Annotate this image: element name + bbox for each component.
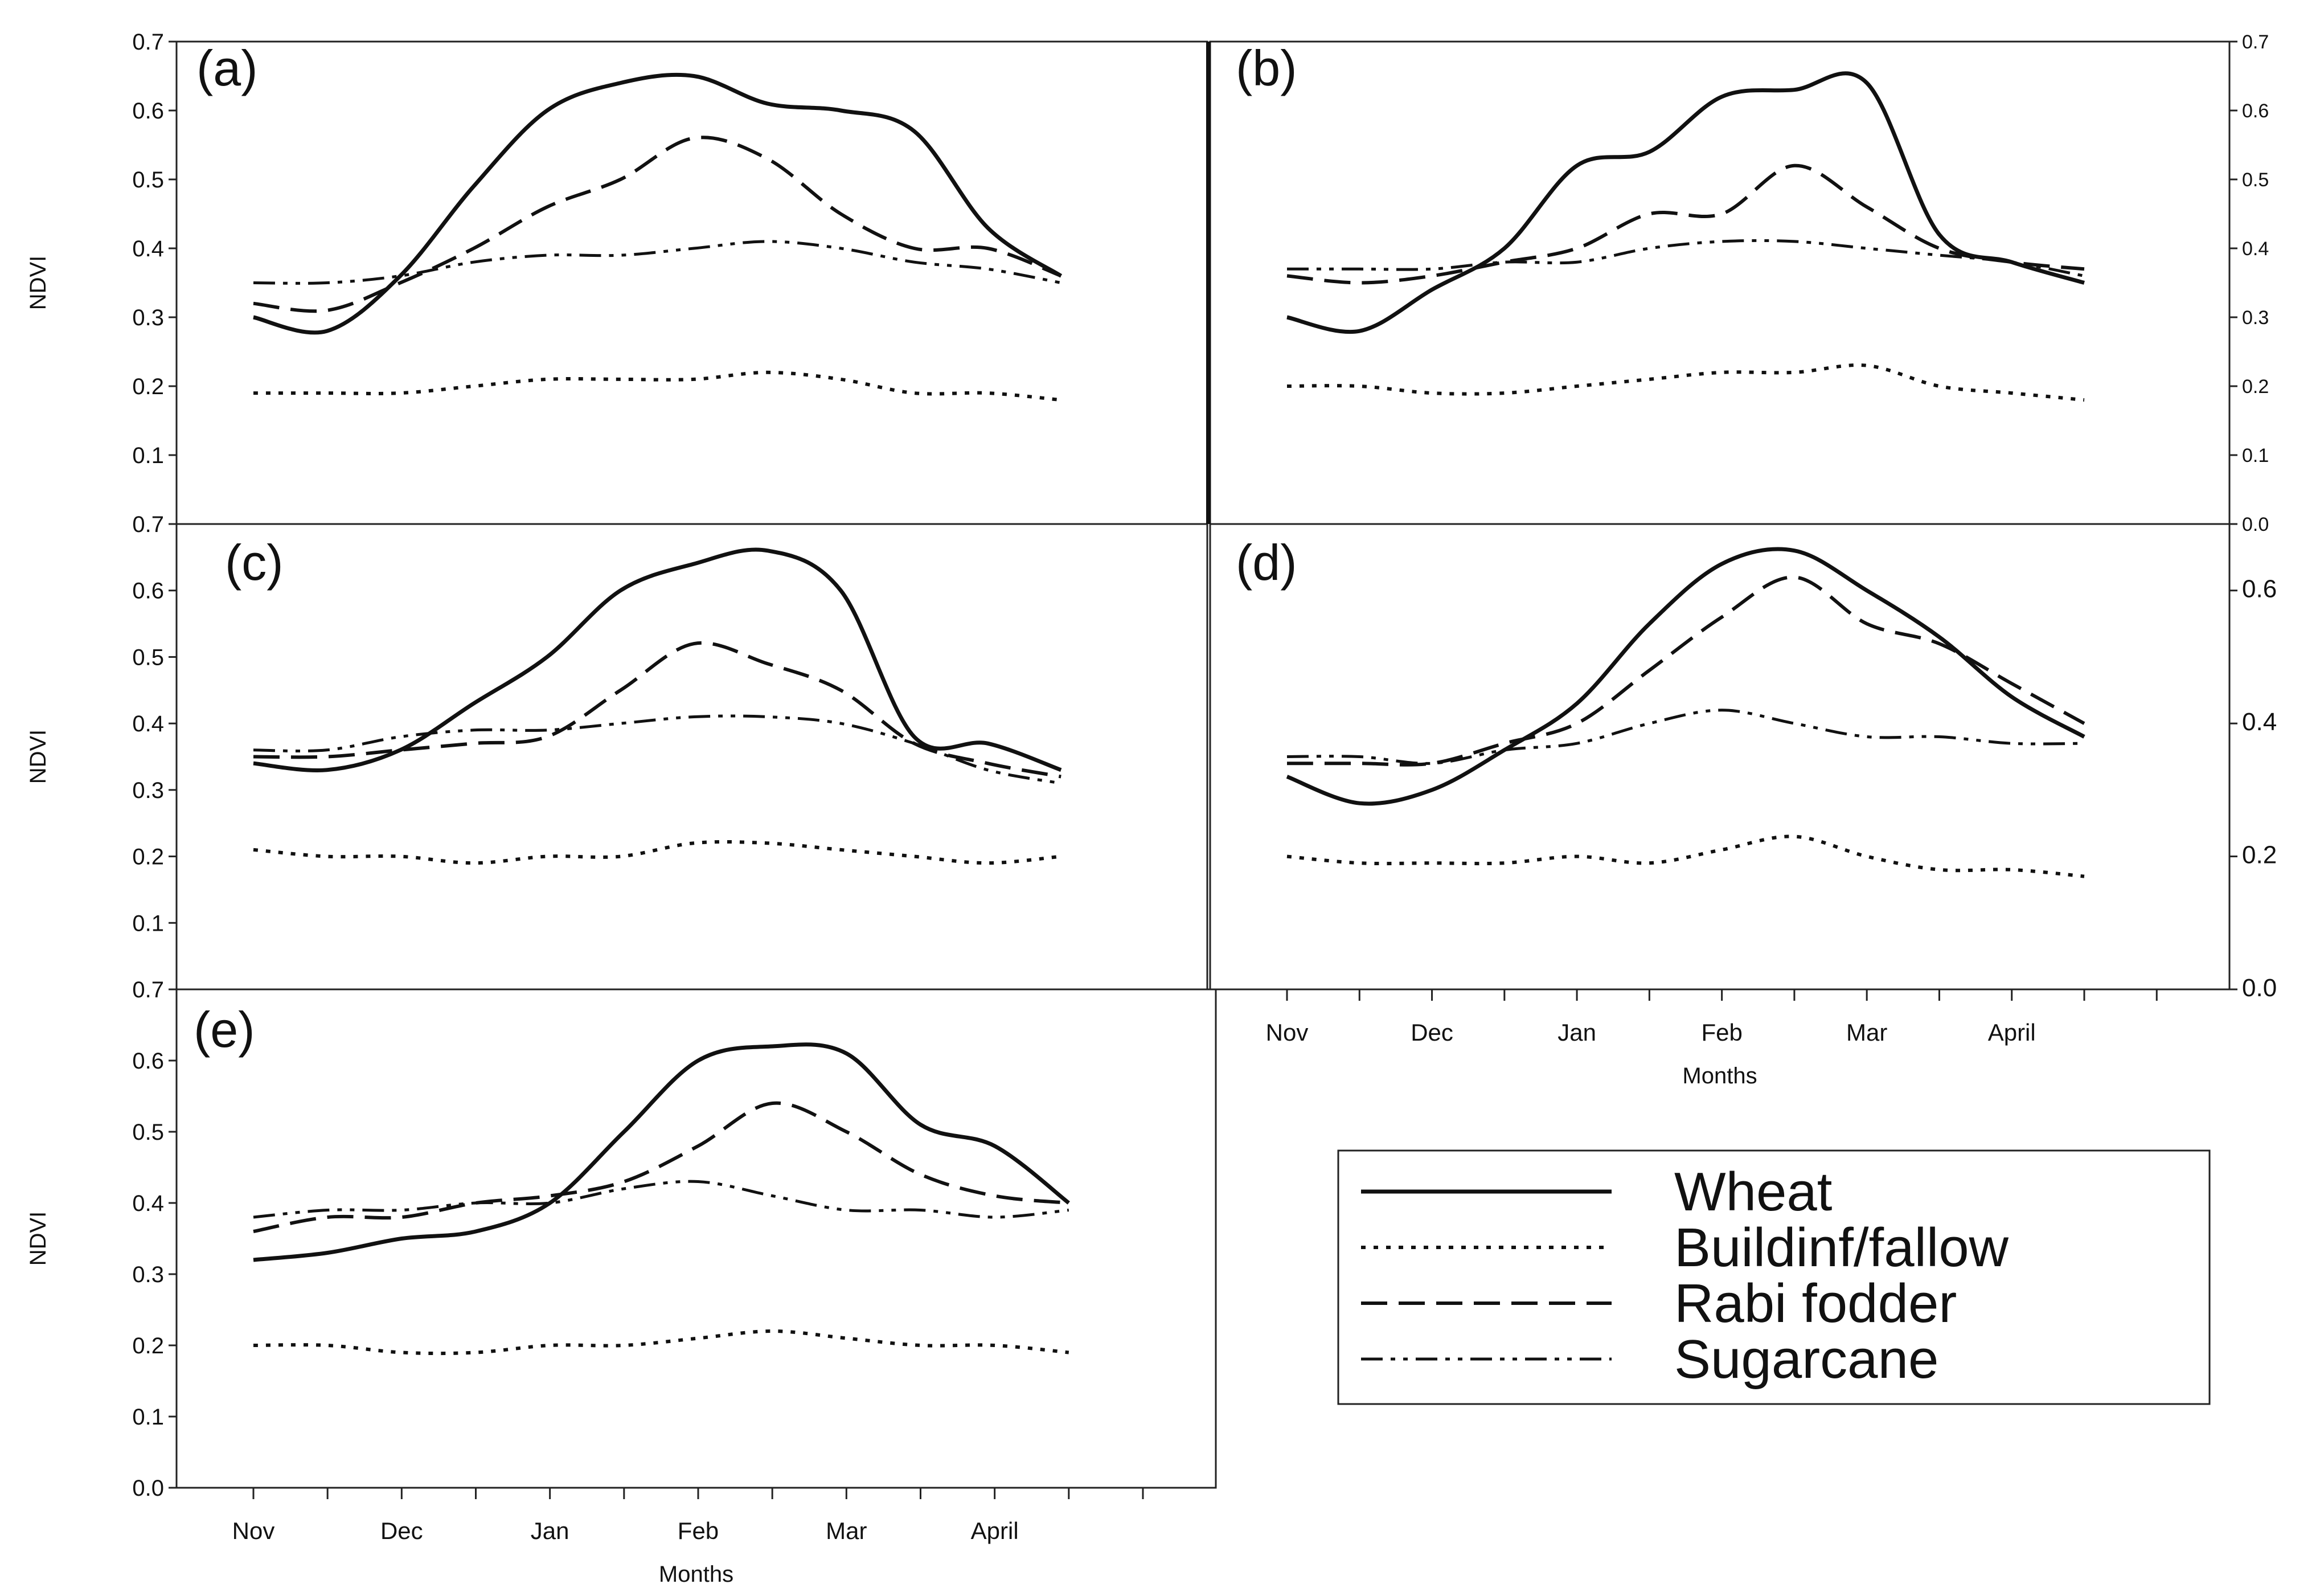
x-tick-label: Dec (380, 1517, 423, 1544)
x-axis-label: Months (1682, 1063, 1757, 1088)
series-line-buildinf-fallow (253, 370, 1061, 402)
series-line-buildinf-fallow (253, 1329, 1069, 1356)
series-line-sugarcane (253, 240, 1061, 285)
y-tick-label: 0.4 (2242, 238, 2269, 260)
y-tick-label: 0.4 (2242, 708, 2277, 736)
x-tick-label: Mar (1846, 1019, 1887, 1046)
x-tick-label: Nov (1266, 1019, 1309, 1046)
legend-label: Rabi fodder (1674, 1273, 1957, 1334)
panel-e: 0.0 0.1 0.2 0.3 0.4 0.5 0.6 0.7 NDVI Nov Dec Jan Feb… (26, 977, 1217, 1587)
x-tick-label: Jan (1557, 1019, 1596, 1046)
series-line-wheat (253, 547, 1062, 772)
y-tick-label: 0.2 (132, 1333, 164, 1358)
y-tick-label: 0.3 (132, 1262, 164, 1287)
panel-c: 0.1 0.2 0.3 0.4 0.5 0.6 0.7 NDVI (c) (26, 512, 1208, 991)
series-line-wheat (253, 72, 1063, 335)
x-tick-label: Dec (1411, 1019, 1453, 1046)
panel-label: (d) (1236, 534, 1297, 591)
x-tick-label: April (971, 1517, 1019, 1544)
y-tick-label: 0.0 (2242, 974, 2277, 1002)
series-line-rabi-fodder (1286, 163, 2085, 285)
y-tick-label: 0.7 (132, 512, 164, 537)
y-tick-label: 0.2 (2242, 376, 2269, 398)
series-line-rabi-fodder (1287, 575, 2085, 767)
series-line-sugarcane (1287, 239, 2085, 277)
panel-label: (b) (1236, 40, 1297, 96)
x-tick-label: Feb (678, 1517, 719, 1544)
series-line-buildinf-fallow (1286, 363, 2085, 402)
panel-label: (e) (194, 1001, 255, 1058)
y-tick-label: 0.1 (132, 911, 164, 936)
y-tick-label: 0.6 (2242, 100, 2269, 122)
y-tick-label: 0.4 (132, 1191, 164, 1216)
y-tick-label: 0.7 (2242, 31, 2269, 53)
y-tick-label: 0.4 (132, 236, 164, 261)
y-tick-label: 0.5 (2242, 169, 2269, 191)
panel-label: (a) (196, 40, 258, 96)
y-tick-label: 0.2 (132, 845, 164, 870)
y-tick-label: 0.3 (132, 305, 164, 330)
series-line-wheat (1286, 547, 2085, 806)
series-line-sugarcane (1286, 709, 2085, 765)
y-tick-label: 0.6 (132, 99, 164, 124)
y-axis-label: NDVI (26, 730, 51, 784)
y-tick-label: 0.1 (132, 1405, 164, 1430)
legend-label: Buildinf/fallow (1674, 1217, 2009, 1278)
y-tick-label: 0.6 (132, 579, 164, 604)
y-axis-label: NDVI (26, 256, 51, 310)
y-tick-label: 0.2 (2242, 841, 2277, 869)
y-tick-label: 0.4 (132, 711, 164, 736)
series-line-sugarcane (253, 1180, 1069, 1219)
series-line-wheat (1286, 71, 2085, 334)
y-tick-label: 0.3 (2242, 307, 2269, 329)
series-line-sugarcane (253, 714, 1061, 785)
y-tick-label: 0.1 (132, 443, 164, 468)
series-line-wheat (253, 1042, 1070, 1262)
x-axis-label: Months (659, 1562, 733, 1587)
legend-label: Wheat (1674, 1161, 1832, 1222)
panel-d: 0.0 0.2 0.4 0.6 Nov Dec Jan Feb Mar April Months (d… (1209, 523, 2277, 1088)
y-tick-label: 0.2 (132, 374, 164, 399)
x-tick-label: Feb (1701, 1019, 1742, 1046)
y-tick-label: 0.6 (2242, 575, 2277, 603)
panels: 0.1 0.2 0.3 0.4 0.5 0.6 0.7 NDVI (a) 0.0 0.1 0.2 0.3… (26, 30, 2277, 1587)
series-line-rabi-fodder (253, 1101, 1069, 1233)
legend-label: Sugarcane (1674, 1329, 1938, 1390)
y-tick-label: 0.5 (132, 1120, 164, 1145)
panel-a: 0.1 0.2 0.3 0.4 0.5 0.6 0.7 NDVI (a) (26, 30, 1208, 525)
y-tick-label: 0.0 (132, 1476, 164, 1501)
series-line-buildinf-fallow (1286, 834, 2085, 878)
y-tick-label: 0.6 (132, 1049, 164, 1074)
y-tick-label: 0.5 (132, 167, 164, 193)
series-line-rabi-fodder (253, 136, 1062, 313)
y-tick-label: 0.0 (2242, 514, 2269, 535)
y-tick-label: 0.7 (132, 977, 164, 1002)
x-tick-label: Mar (826, 1517, 867, 1544)
x-tick-label: Jan (531, 1517, 569, 1544)
panel-label: (c) (225, 534, 284, 591)
y-tick-label: 0.3 (132, 778, 164, 803)
series-line-buildinf-fallow (253, 840, 1061, 865)
y-tick-label: 0.5 (132, 645, 164, 670)
x-tick-label: April (1988, 1019, 2036, 1046)
y-tick-label: 0.7 (132, 30, 164, 55)
y-tick-label: 0.1 (2242, 445, 2269, 466)
x-tick-label: Nov (232, 1517, 275, 1544)
y-axis-label: NDVI (26, 1212, 51, 1266)
